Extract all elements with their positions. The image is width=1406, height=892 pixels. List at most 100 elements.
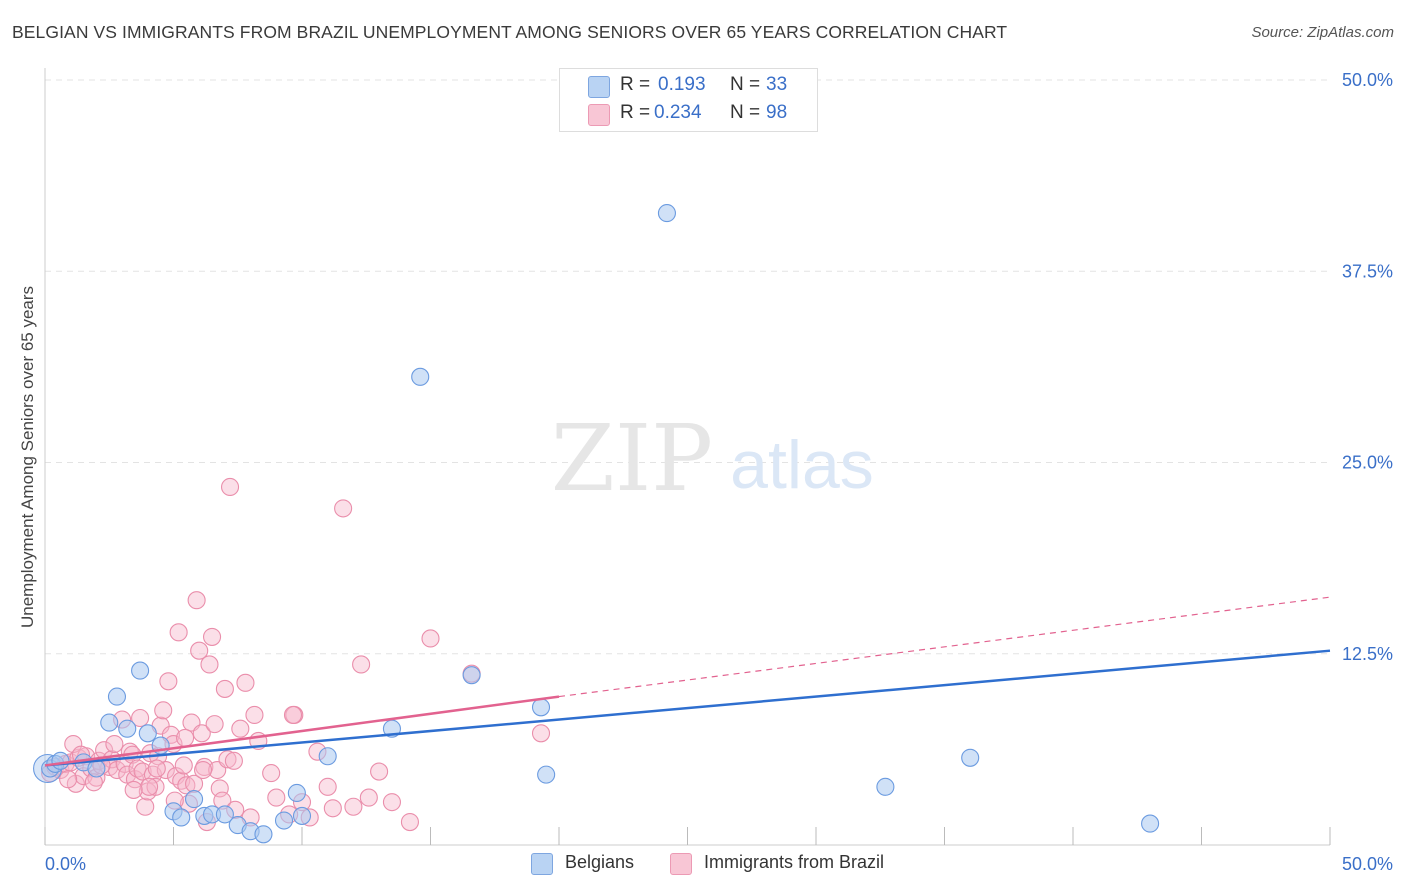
- brazil-point: [531, 724, 551, 743]
- y-tick-label: 12.5%: [1342, 644, 1393, 664]
- belgians-trend-line: [44, 649, 1331, 767]
- brazil-point: [200, 655, 219, 674]
- brazil-swatch: [670, 853, 692, 875]
- x-tick-label: 50.0%: [1342, 854, 1393, 874]
- belgian-point: [531, 698, 551, 717]
- brazil-point: [146, 777, 165, 796]
- brazil-point: [174, 756, 193, 775]
- belgian-point: [215, 805, 234, 824]
- brazil-point: [344, 797, 363, 816]
- legend-r-label: R =: [620, 102, 651, 123]
- legend-r-value: 0.193: [658, 74, 706, 95]
- brazil-point: [352, 655, 371, 674]
- brazil-point: [194, 760, 213, 780]
- brazil-point: [382, 793, 402, 812]
- belgians-swatch: [588, 76, 610, 98]
- brazil-point: [187, 591, 206, 610]
- belgian-point: [172, 808, 191, 827]
- belgian-point: [876, 777, 895, 796]
- y-tick-label: 50.0%: [1342, 70, 1393, 90]
- legend-r-label: R =: [620, 74, 651, 95]
- brazil-point: [124, 780, 143, 799]
- brazil-points: [41, 477, 551, 832]
- belgian-point: [131, 661, 150, 680]
- brazil-point: [245, 705, 264, 725]
- brazil-point: [218, 750, 237, 769]
- brazil-point: [267, 788, 286, 807]
- belgians-swatch: [531, 853, 553, 875]
- belgian-point: [961, 748, 980, 767]
- brazil-point: [156, 760, 175, 780]
- brazil-point: [192, 724, 211, 743]
- belgian-point: [292, 806, 312, 825]
- bottom-legend-brazil-label: Immigrants from Brazil: [704, 852, 885, 872]
- brazil-swatch: [588, 104, 610, 126]
- brazil-point: [334, 499, 353, 518]
- brazil-point: [220, 477, 240, 497]
- trend-lines: [44, 596, 1331, 767]
- belgian-point: [657, 204, 676, 223]
- y-tick-label: 25.0%: [1342, 453, 1393, 473]
- belgian-points: [33, 204, 1160, 844]
- brazil-trend-extension: [558, 596, 1331, 698]
- source-label: Source: ZipAtlas.com: [1251, 24, 1394, 41]
- brazil-point: [136, 797, 155, 816]
- brazil-point: [224, 751, 243, 770]
- brazil-point: [128, 759, 147, 778]
- belgian-point: [411, 367, 430, 386]
- brazil-point: [283, 705, 303, 725]
- belgian-point: [100, 713, 119, 732]
- grid-layer: [45, 79, 1330, 655]
- brazil-trend-line: [44, 695, 560, 767]
- brazil-point: [177, 776, 196, 795]
- belgian-point: [537, 765, 556, 784]
- brazil-point: [147, 759, 166, 778]
- brazil-point: [140, 777, 159, 796]
- legend-n-value: 98: [766, 102, 788, 123]
- belgian-point: [462, 666, 481, 685]
- legend-n-value: 33: [766, 74, 788, 95]
- legend-r-value: 0.234: [654, 102, 702, 123]
- belgian-point: [138, 724, 157, 743]
- brazil-point: [190, 641, 209, 660]
- brazil-point: [59, 770, 78, 789]
- y-tick-label: 37.5%: [1342, 261, 1393, 281]
- brazil-point: [323, 799, 342, 818]
- brazil-point: [262, 764, 281, 783]
- belgian-point: [118, 719, 137, 738]
- watermark: ZIP atlas: [551, 405, 874, 512]
- belgian-point: [1141, 814, 1160, 833]
- belgian-point: [287, 783, 306, 803]
- brazil-point: [203, 627, 222, 646]
- brazil-point: [215, 679, 234, 698]
- correlation-legend: R = 0.193 N = 33 R = 0.234 N = 98: [559, 68, 818, 132]
- axis-layer: [44, 68, 1331, 846]
- legend-n-label: N =: [730, 74, 761, 95]
- belgian-point: [274, 811, 294, 830]
- brazil-point: [133, 762, 152, 781]
- watermark-zip: ZIP: [551, 405, 713, 512]
- chart-title: BELGIAN VS IMMIGRANTS FROM BRAZIL UNEMPL…: [12, 22, 1008, 42]
- belgian-point: [318, 747, 337, 766]
- brazil-point: [120, 742, 139, 761]
- legend-n-label: N =: [730, 102, 761, 123]
- brazil-point: [370, 762, 389, 781]
- brazil-point: [400, 812, 419, 832]
- brazil-point: [131, 708, 150, 728]
- brazil-point: [421, 629, 440, 648]
- brazil-point: [154, 701, 173, 720]
- brazil-point: [105, 734, 124, 754]
- belgian-point: [107, 687, 127, 706]
- tick-labels: 12.5% 25.0% 37.5% 50.0% 0.0% 50.0%: [45, 70, 1393, 874]
- belgian-point: [185, 790, 204, 809]
- bottom-legend-belgians-label: Belgians: [565, 852, 635, 872]
- brazil-point: [176, 728, 195, 747]
- brazil-point: [169, 623, 188, 642]
- brazil-point: [318, 777, 337, 796]
- brazil-point: [205, 715, 224, 734]
- belgian-point: [254, 825, 273, 844]
- brazil-point: [231, 719, 250, 738]
- brazil-point: [236, 673, 255, 692]
- watermark-atlas: atlas: [730, 427, 874, 503]
